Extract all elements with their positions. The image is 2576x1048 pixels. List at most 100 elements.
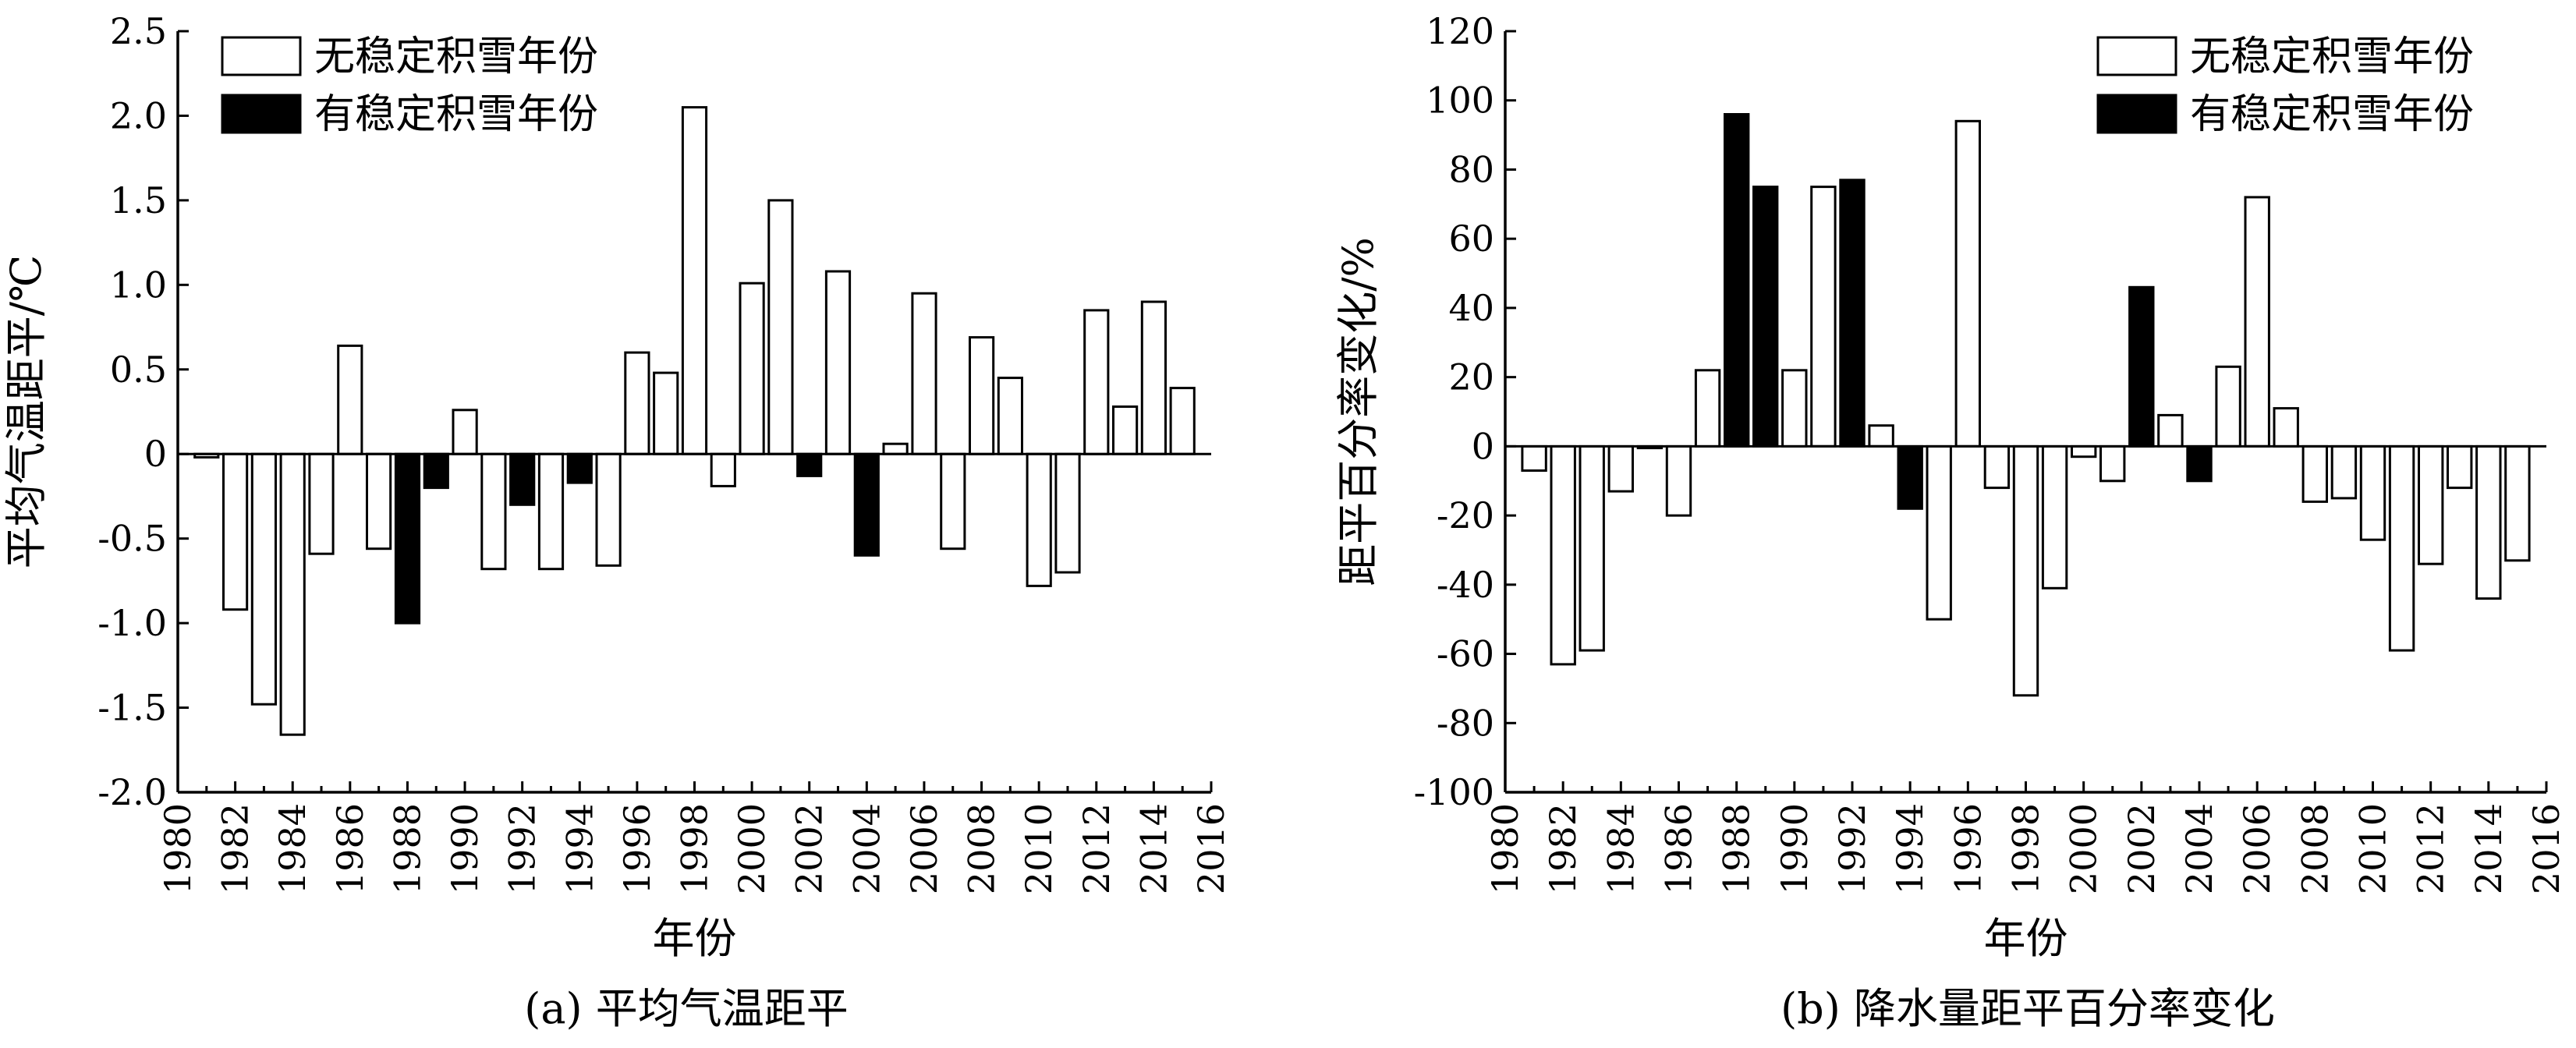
bar-2010 xyxy=(1026,452,1052,587)
x-tick-label: 2002 xyxy=(2121,803,2163,894)
bar-2001 xyxy=(2099,444,2126,483)
legend-swatch xyxy=(221,94,302,134)
y-tick-label: 2.5 xyxy=(110,10,167,52)
y-tick-label: 80 xyxy=(1448,148,1494,190)
x-tick-label: 1988 xyxy=(1716,803,1758,894)
y-tick-label: -0.5 xyxy=(97,518,167,560)
y-tick-label: 100 xyxy=(1426,80,1494,122)
bar-1989 xyxy=(1752,186,1779,448)
y-tick-label: 0 xyxy=(144,433,167,475)
bar-2010 xyxy=(2359,444,2386,541)
legend-label: 有稳定积雪年份 xyxy=(314,91,598,138)
x-tick-label: 2010 xyxy=(2352,803,2394,894)
bar-1990 xyxy=(1781,369,1808,448)
legend-label: 有稳定积雪年份 xyxy=(2190,91,2474,138)
x-tick-label: 2004 xyxy=(845,803,888,894)
bar-1989 xyxy=(423,452,449,490)
x-tick-label: 1988 xyxy=(386,803,428,894)
bar-1999 xyxy=(710,452,736,487)
bar-2007 xyxy=(2273,407,2299,448)
panel-caption: (a) 平均气温距平 xyxy=(524,984,849,1033)
bar-1983 xyxy=(250,452,277,706)
x-tick-label: 1996 xyxy=(1947,803,1989,894)
bar-2003 xyxy=(824,270,852,455)
x-tick-label: 1994 xyxy=(558,803,601,894)
bar-1991 xyxy=(1810,186,1837,448)
bar-2004 xyxy=(853,452,880,557)
x-tick-label: 1986 xyxy=(329,803,371,894)
y-tick-label: 1.5 xyxy=(110,179,167,221)
bar-2009 xyxy=(997,377,1024,455)
x-tick-label: 1982 xyxy=(1542,803,1584,894)
x-tick-label: 2014 xyxy=(2468,803,2510,894)
bar-2006 xyxy=(911,292,937,455)
y-tick-label: 40 xyxy=(1448,287,1494,329)
y-axis-title: 平均气温距平/℃ xyxy=(2,255,51,569)
x-tick-label: 2014 xyxy=(1132,803,1175,894)
y-tick-label: 60 xyxy=(1448,218,1494,260)
x-tick-label: 2006 xyxy=(903,803,945,894)
y-tick-label: -2.0 xyxy=(97,771,167,813)
legend-swatch xyxy=(2096,94,2177,134)
x-tick-label: 2012 xyxy=(1075,803,1118,894)
bar-2014 xyxy=(2475,444,2502,600)
panel-caption: (b) 降水量距平百分率变化 xyxy=(1781,984,2275,1033)
x-tick-label: 2004 xyxy=(2178,803,2220,894)
legend-label: 无稳定积雪年份 xyxy=(314,34,598,80)
x-axis-title: 年份 xyxy=(1984,914,2068,963)
x-tick-label: 2016 xyxy=(2525,803,2567,894)
y-tick-label: -80 xyxy=(1437,702,1494,744)
bar-1990 xyxy=(452,409,478,455)
legend-label: 无稳定积雪年份 xyxy=(2190,34,2474,80)
bar-2013 xyxy=(1112,405,1139,455)
bar-1991 xyxy=(480,452,507,571)
bar-2008 xyxy=(969,336,995,455)
bar-1987 xyxy=(1694,369,1721,448)
bar-1984 xyxy=(1607,444,1635,493)
bar-2006 xyxy=(2244,196,2270,448)
x-tick-label: 2000 xyxy=(731,803,773,894)
bar-1986 xyxy=(1665,444,1692,517)
bar-1984 xyxy=(279,452,306,736)
x-tick-label: 1996 xyxy=(616,803,658,894)
bar-1996 xyxy=(624,351,650,455)
bar-1982 xyxy=(1550,444,1576,666)
y-tick-label: 20 xyxy=(1448,356,1494,398)
bar-1992 xyxy=(509,452,536,506)
x-tick-label: 2002 xyxy=(788,803,831,894)
bar-2007 xyxy=(940,452,966,551)
x-tick-label: 1990 xyxy=(1773,803,1816,894)
bar-2002 xyxy=(2128,285,2155,448)
bar-2003 xyxy=(2157,413,2184,448)
x-tick-label: 2006 xyxy=(2236,803,2278,894)
legend-swatch xyxy=(2096,36,2177,76)
x-tick-label: 1984 xyxy=(1600,803,1642,894)
bar-2011 xyxy=(2388,444,2415,652)
x-tick-label: 1982 xyxy=(214,803,257,894)
y-tick-label: -1.0 xyxy=(97,602,167,644)
x-tick-label: 2000 xyxy=(2063,803,2105,894)
y-tick-label: -1.5 xyxy=(97,687,167,729)
y-axis-title: 距平百分率变化/% xyxy=(1334,237,1383,586)
y-tick-label: -20 xyxy=(1437,494,1494,536)
bar-1994 xyxy=(1897,444,1923,510)
x-tick-label: 1980 xyxy=(157,803,199,894)
legend-swatch xyxy=(221,36,302,76)
y-tick-label: 2.0 xyxy=(110,94,167,136)
x-tick-label: 1994 xyxy=(1889,803,1931,894)
bar-2000 xyxy=(739,281,765,455)
bar-1993 xyxy=(537,452,565,571)
x-tick-label: 1992 xyxy=(501,803,544,894)
bar-1995 xyxy=(595,452,622,567)
chart-panel-b: -100 -80 -60 -40 -20 0 20 40 60 80 100 120 1980 1982 1… xyxy=(1334,10,2567,1033)
x-tick-label: 2010 xyxy=(1018,803,1060,894)
bar-1997 xyxy=(653,371,679,455)
bar-1998 xyxy=(2012,444,2039,697)
bar-1992 xyxy=(1839,179,1866,448)
bar-2015 xyxy=(2504,444,2531,562)
bar-2014 xyxy=(1140,300,1168,455)
bar-2005 xyxy=(2215,365,2241,448)
x-tick-label: 1990 xyxy=(444,803,486,894)
bar-2002 xyxy=(796,452,823,477)
